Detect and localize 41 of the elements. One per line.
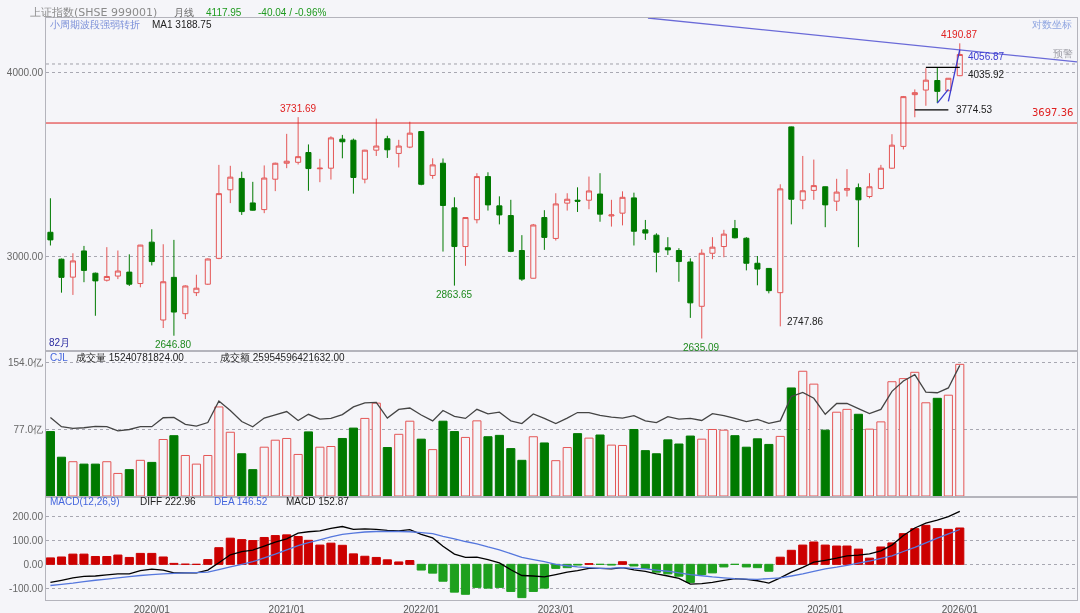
annotation: 4190.87 [941, 29, 978, 40]
x-tick-label: 2021/01 [268, 604, 306, 613]
annotation: 2646.80 [155, 339, 192, 350]
y-tick-label: 77.0亿 [13, 423, 43, 435]
y-tick-label: 100.00 [12, 535, 44, 547]
annotation: 成交额 25954596421632.00 [220, 352, 345, 363]
annotation: DEA 146.52 [214, 496, 268, 507]
annotation: 4056.87 [968, 51, 1005, 62]
annotation: 小周期波段强弱转折 [50, 19, 140, 30]
y-tick-label: 200.00 [12, 511, 44, 523]
ref-line-label: 3697.36 [1032, 107, 1074, 118]
chart-title: 上证指数(SHSE 999001) [30, 5, 158, 19]
annotation: 3774.53 [956, 104, 993, 115]
y-tick-label: 4000.00 [6, 67, 44, 79]
annotation: 4035.92 [968, 69, 1005, 80]
text: -40.04 / -0.96% [258, 7, 327, 18]
text: 4117.95 [206, 7, 242, 18]
annotation: 2863.65 [436, 289, 473, 300]
annotation: CJL [50, 352, 69, 363]
x-tick-label: 2023/01 [537, 604, 575, 613]
x-tick-label: 2022/01 [403, 604, 440, 613]
text: 月线 [174, 7, 194, 18]
annotation: 2747.86 [787, 316, 824, 327]
x-tick-label: 2026/01 [941, 604, 979, 613]
x-tick-label: 2025/01 [807, 604, 844, 613]
annotation: 2635.09 [683, 342, 720, 353]
y-tick-label: 0.00 [23, 558, 44, 570]
annotation: MACD(12,26,9) [50, 496, 120, 507]
x-tick-label: 2024/01 [672, 604, 709, 613]
y-tick-label: 154.0亿 [7, 357, 43, 369]
annotation: MA1 3188.75 [152, 19, 212, 30]
annotation: 3731.69 [280, 103, 317, 114]
annotation: 成交量 15240781824.00 [76, 352, 185, 363]
annotation: 82月 [49, 337, 71, 348]
x-tick-label: 2020/01 [133, 604, 171, 613]
annotation: DIFF 222.96 [140, 496, 197, 507]
ref-line-label: 预警 [1053, 48, 1073, 59]
annotation: MACD 152.87 [286, 496, 350, 507]
y-tick-label: 3000.00 [6, 250, 44, 262]
y-tick-label: -100.00 [9, 582, 44, 594]
annotation: 对数坐标 [1032, 19, 1072, 30]
